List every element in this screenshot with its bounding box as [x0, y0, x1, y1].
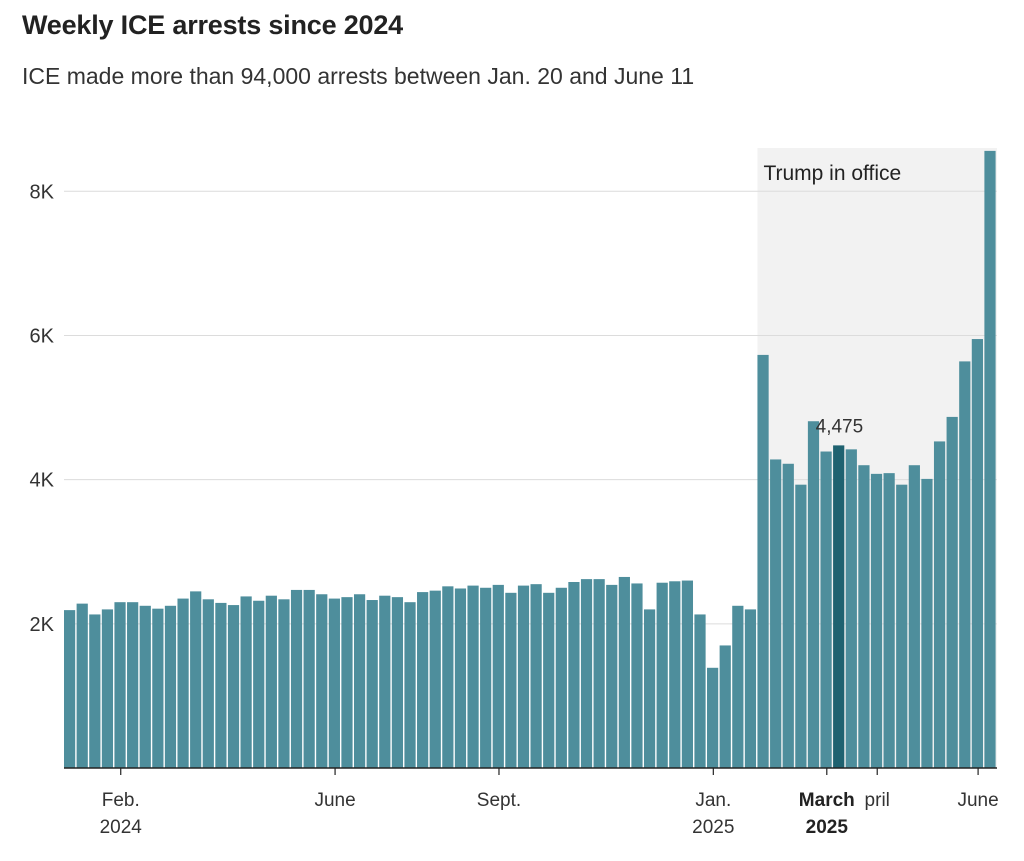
- bar: [543, 592, 555, 768]
- bar: [530, 584, 542, 768]
- x-tick-label: Feb.: [102, 790, 140, 811]
- bar: [782, 463, 794, 768]
- label-layer: Trump in office 4,475: [763, 162, 901, 437]
- bar: [328, 598, 340, 768]
- bar-highlight: [833, 445, 845, 768]
- bar: [568, 582, 580, 768]
- bar: [366, 600, 378, 768]
- bar: [353, 594, 366, 768]
- bar: [732, 605, 744, 768]
- bar: [64, 610, 76, 768]
- bar: [379, 595, 391, 768]
- x-tick-year-label: 2025: [692, 817, 734, 838]
- bar: [921, 478, 933, 768]
- bar: [719, 645, 731, 768]
- y-tick-label: 6K: [30, 325, 55, 347]
- x-tick-label: June: [957, 790, 998, 811]
- x-tick-year-label: 2024: [100, 817, 143, 838]
- bar: [807, 421, 820, 768]
- y-tick-label: 4K: [30, 470, 55, 492]
- bar: [505, 592, 517, 768]
- chart-title: Weekly ICE arrests since 2024: [22, 10, 403, 40]
- x-tick-label: Jan.: [695, 790, 731, 811]
- bar: [467, 585, 479, 768]
- bar: [959, 361, 971, 768]
- bar: [76, 603, 88, 768]
- bar: [971, 339, 983, 768]
- bar: [278, 599, 290, 768]
- bar: [265, 595, 277, 768]
- bar: [404, 602, 416, 768]
- bar: [177, 598, 189, 768]
- bar: [757, 354, 769, 768]
- bar: [127, 602, 139, 768]
- highlight-value-label: 4,475: [816, 416, 864, 437]
- x-tick-label: March: [799, 790, 855, 811]
- bar: [442, 586, 454, 768]
- bar: [101, 609, 114, 768]
- bar: [290, 589, 303, 768]
- bar: [454, 588, 467, 768]
- bar: [114, 602, 126, 768]
- bar: [152, 608, 164, 768]
- bar: [770, 459, 782, 768]
- bar: [202, 599, 214, 768]
- x-tick-label: June: [314, 790, 355, 811]
- bar: [139, 605, 151, 768]
- bar: [417, 592, 429, 768]
- bar: [517, 585, 530, 768]
- chart-subtitle: ICE made more than 94,000 arrests betwee…: [22, 63, 695, 89]
- bar: [580, 579, 593, 768]
- bar: [618, 576, 630, 768]
- bar: [681, 580, 694, 768]
- bar: [303, 589, 315, 768]
- bar: [984, 150, 996, 768]
- bar: [845, 449, 857, 768]
- bar: [227, 605, 240, 768]
- bar: [694, 614, 706, 768]
- shaded-region-label: Trump in office: [763, 162, 901, 185]
- bar: [555, 587, 567, 768]
- bar-layer: [64, 150, 996, 768]
- bar: [631, 583, 643, 768]
- bar: [933, 441, 946, 768]
- bar: [883, 473, 895, 768]
- bar: [429, 590, 441, 768]
- bar: [908, 465, 920, 768]
- bar: [190, 591, 202, 768]
- bar: [316, 594, 328, 768]
- y-tick-label: 8K: [30, 181, 55, 203]
- bar: [870, 473, 883, 768]
- bar: [215, 602, 227, 768]
- x-tick-label: Sept.: [477, 790, 521, 811]
- bar: [669, 581, 681, 768]
- bar: [164, 605, 177, 768]
- x-tick-year-label: 2025: [806, 817, 849, 838]
- bar: [240, 596, 252, 768]
- bar: [89, 614, 101, 768]
- bar: [858, 465, 870, 768]
- bar: [253, 600, 265, 768]
- bar: [820, 451, 832, 768]
- x-tick-label: pril: [865, 790, 890, 811]
- bar: [480, 587, 492, 768]
- bar: [492, 584, 504, 768]
- bar: [593, 579, 605, 768]
- y-tick-label: 2K: [30, 614, 55, 636]
- bar: [707, 667, 719, 768]
- bar: [795, 484, 807, 768]
- bar: [744, 609, 757, 768]
- bar: [643, 609, 656, 768]
- x-axis-layer: Feb. 2024 June Sept. Jan. 2025 March 2025 pril Ju…: [64, 767, 999, 838]
- bar: [656, 582, 668, 768]
- bar: [341, 597, 353, 768]
- bar: [391, 597, 404, 768]
- bar: [946, 416, 958, 768]
- bar: [896, 484, 908, 768]
- bar: [606, 584, 618, 768]
